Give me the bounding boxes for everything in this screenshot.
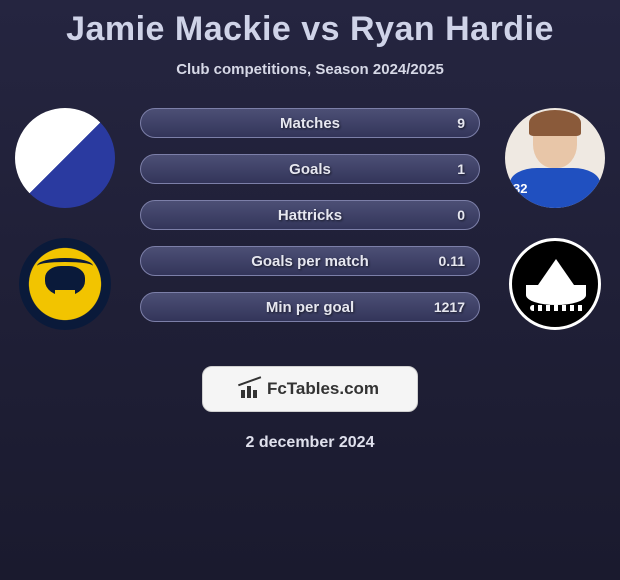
- sail-icon: [538, 259, 574, 285]
- stat-value-right: 9: [457, 115, 465, 131]
- brand-chart-icon: [241, 380, 261, 398]
- subtitle: Club competitions, Season 2024/2025: [0, 61, 620, 78]
- brand-text: FcTables.com: [267, 379, 379, 399]
- stat-label: Min per goal: [266, 299, 354, 316]
- stat-row-min-per-goal: Min per goal 1217: [140, 292, 480, 322]
- hair-icon: [529, 110, 581, 136]
- ship-icon: [526, 285, 586, 305]
- stat-label: Matches: [280, 115, 340, 132]
- wave-icon: [530, 305, 586, 311]
- jersey-number: 32: [513, 181, 527, 196]
- player-right-avatar: 32: [505, 108, 605, 208]
- stat-row-matches: Matches 9: [140, 108, 480, 138]
- stat-value-right: 0: [457, 207, 465, 223]
- page-title: Jamie Mackie vs Ryan Hardie: [0, 0, 620, 49]
- stat-value-right: 1: [457, 161, 465, 177]
- brand-box[interactable]: FcTables.com: [202, 366, 418, 412]
- main-area: Matches 9 Goals 1 Hattricks 0 Goals per …: [0, 78, 620, 330]
- club-badge-oxford: [19, 238, 111, 330]
- stats-list: Matches 9 Goals 1 Hattricks 0 Goals per …: [120, 108, 500, 330]
- brand-chart-line-icon: [238, 376, 264, 394]
- stat-label: Goals: [289, 161, 331, 178]
- left-column: [10, 108, 120, 330]
- ox-nose-icon: [55, 290, 75, 298]
- right-column: 32: [500, 108, 610, 330]
- stat-label: Goals per match: [251, 253, 369, 270]
- stat-row-hattricks: Hattricks 0: [140, 200, 480, 230]
- stat-row-goals: Goals 1: [140, 154, 480, 184]
- stat-row-goals-per-match: Goals per match 0.11: [140, 246, 480, 276]
- stat-label: Hattricks: [278, 207, 342, 224]
- stat-value-right: 0.11: [439, 253, 465, 269]
- stat-value-right: 1217: [434, 299, 465, 315]
- player-left-avatar: [15, 108, 115, 208]
- club-badge-plymouth: [509, 238, 601, 330]
- date-line: 2 december 2024: [0, 434, 620, 452]
